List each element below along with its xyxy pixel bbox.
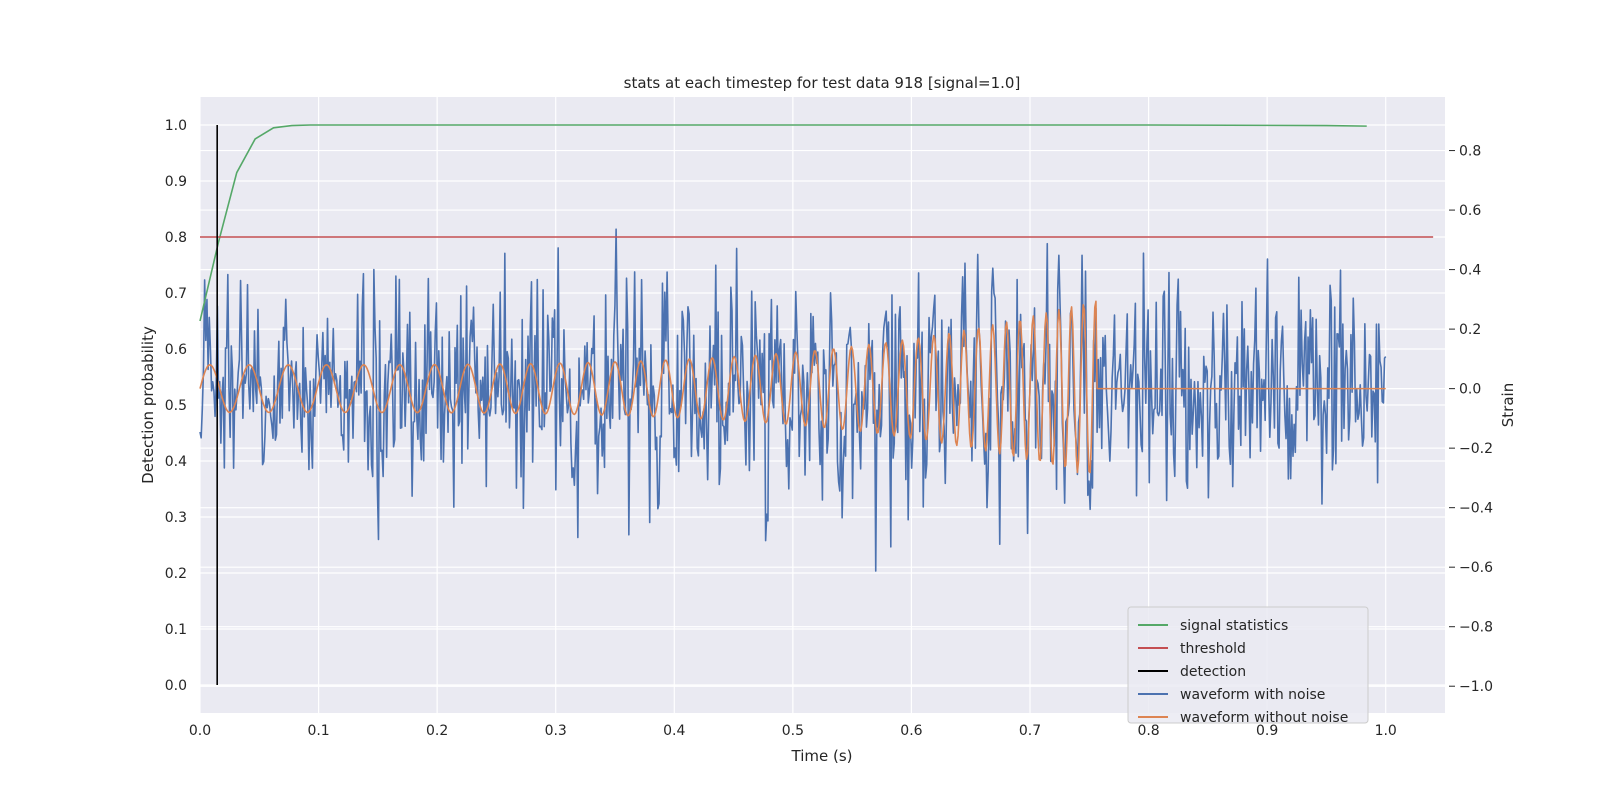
y-tick-label-right: 0.0 xyxy=(1459,382,1481,398)
y-tick-label-right: 0.2 xyxy=(1459,322,1481,338)
x-tick-label: 0.7 xyxy=(1019,723,1041,739)
y-tick-label-right: −0.2 xyxy=(1459,441,1493,457)
x-tick-label: 0.0 xyxy=(189,723,211,739)
y-tick-label-left: 0.5 xyxy=(165,398,187,414)
y-tick-label-right: −0.6 xyxy=(1459,560,1493,576)
y-tick-label-right: 0.6 xyxy=(1459,203,1481,219)
y-tick-label-left: 0.7 xyxy=(165,286,187,302)
y-tick-label-left: 1.0 xyxy=(165,118,187,134)
legend-label: threshold xyxy=(1180,641,1246,657)
y-tick-label-right: −0.4 xyxy=(1459,501,1493,517)
y-tick-label-right: −0.8 xyxy=(1459,620,1493,636)
legend-label: waveform with noise xyxy=(1180,687,1325,703)
y-tick-label-left: 0.9 xyxy=(165,174,187,190)
x-axis-label: Time (s) xyxy=(791,747,853,765)
x-tick-label: 0.1 xyxy=(307,723,329,739)
y-tick-label-right: 0.8 xyxy=(1459,144,1481,160)
x-tick-label: 0.3 xyxy=(545,723,567,739)
y-tick-label-right: −1.0 xyxy=(1459,679,1493,695)
legend-label: waveform without noise xyxy=(1180,710,1348,726)
legend-label: detection xyxy=(1180,664,1246,680)
legend-box xyxy=(1127,606,1369,724)
y-tick-label-right: 0.4 xyxy=(1459,263,1481,279)
legend: signal statistics threshold detection wavef… xyxy=(1127,606,1369,726)
x-tick-label: 0.8 xyxy=(1137,723,1159,739)
x-tick-label: 0.5 xyxy=(782,723,804,739)
y-tick-label-left: 0.8 xyxy=(165,230,187,246)
y-axis-label-left: Detection probability xyxy=(139,326,157,484)
y-tick-label-left: 0.0 xyxy=(165,678,187,694)
y-axis-label-right: Strain xyxy=(1499,383,1517,427)
y-tick-label-left: 0.6 xyxy=(165,342,187,358)
x-tick-label: 0.6 xyxy=(900,723,922,739)
x-tick-label: 0.4 xyxy=(663,723,685,739)
x-tick-label: 0.9 xyxy=(1256,723,1278,739)
y-tick-label-left: 0.1 xyxy=(165,622,187,638)
x-tick-label: 0.2 xyxy=(426,723,448,739)
ticks-group: 0.0 0.1 0.2 0.3 0.4 0.5 0.6 0.7 0.8 0.9 1.0 0.0 0.1 0… xyxy=(165,118,1493,739)
y-tick-label-left: 0.3 xyxy=(165,510,187,526)
series-signal-statistics xyxy=(199,124,1367,322)
y-tick-label-left: 0.4 xyxy=(165,454,187,470)
chart-title: stats at each timestep for test data 918… xyxy=(624,74,1021,92)
series-waveform-with-noise xyxy=(199,228,1387,572)
y-tick-label-left: 0.2 xyxy=(165,566,187,582)
series-group xyxy=(199,124,1434,685)
legend-label: signal statistics xyxy=(1180,618,1288,634)
series-waveform-without-noise xyxy=(199,300,1386,474)
x-tick-label: 1.0 xyxy=(1375,723,1397,739)
